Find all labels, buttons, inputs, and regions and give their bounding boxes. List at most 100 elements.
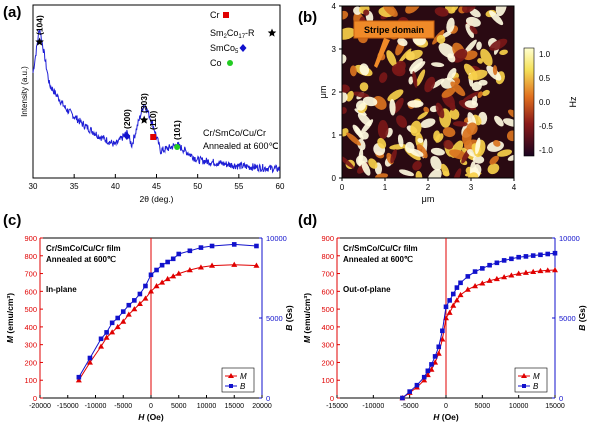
x-tick-label: 30 [29, 182, 38, 191]
annotation-line: Cr/SmCo/Cu/Cr [203, 128, 266, 138]
peak-marker [150, 134, 157, 140]
domain-blob [503, 118, 514, 127]
y-left-tick-label: 600 [24, 287, 37, 296]
colorbar-tick-label: 0.5 [539, 74, 551, 83]
domain-blob [497, 149, 513, 157]
panel-d: (d)-15000 -10000 -5000 0 5000 10000 1500001002… [298, 212, 587, 422]
x-tick-label: 0 [149, 403, 153, 410]
data-point-M [253, 262, 260, 268]
x-tick-label: -15000 [326, 403, 348, 410]
y-left-tick-label: 500 [24, 305, 37, 314]
domain-blob [377, 120, 389, 139]
data-point-M [86, 359, 93, 365]
y-left-tick-label: 0 [33, 394, 37, 403]
domain-blob [476, 41, 482, 51]
domain-blob [472, 155, 485, 164]
data-point-M [125, 311, 132, 317]
data-point-M [530, 268, 537, 274]
y-left-tick-label: 200 [321, 358, 334, 367]
x-tick-label: 1 [383, 183, 388, 192]
data-point-B [148, 272, 154, 278]
x-tick-label: 5000 [475, 403, 491, 410]
peak-marker [174, 144, 181, 150]
x-tick-label: 0 [444, 403, 448, 410]
domain-blob [435, 102, 445, 119]
domain-blob [386, 50, 397, 67]
domain-blob [436, 34, 446, 44]
domain-blob [453, 168, 462, 178]
data-point-M [453, 297, 460, 303]
data-point-B [198, 245, 204, 250]
domain-blob [441, 87, 456, 98]
legend-marker [521, 373, 527, 378]
panel-label: (d) [298, 212, 317, 229]
domain-blob [443, 139, 454, 150]
data-point-B [109, 320, 115, 326]
domain-blob [342, 10, 349, 20]
data-point-B [170, 256, 176, 262]
panel-a: 30 35 40 45 50 55 60 2θ (deg.) Intensity (a.u.) (… [3, 4, 285, 204]
x-tick-label: -10000 [85, 403, 107, 410]
y-left-axis-label: M (emu/cm³) [302, 293, 312, 343]
domain-blob [440, 163, 450, 177]
peak-marker [139, 115, 149, 124]
callout-text: Stripe domain [364, 25, 424, 35]
domain-blob [469, 25, 478, 35]
panel-label: (a) [3, 4, 21, 21]
legend-label: Cr [210, 10, 220, 20]
domain-blob [447, 53, 456, 63]
data-point-B [120, 309, 126, 314]
y-axis-label: Intensity (a.u.) [20, 66, 29, 117]
y-left-axis-label: M (emu/cm³) [5, 293, 15, 343]
data-point-M [120, 318, 127, 324]
data-point-B [143, 283, 148, 289]
domain-blob [355, 100, 366, 111]
y-right-axis-label: B (Gs) [577, 305, 587, 331]
x-tick-label: 10000 [197, 403, 217, 410]
x-tick-label: -5000 [401, 403, 419, 410]
y-right-tick-label: 10000 [266, 234, 287, 243]
data-point-B [487, 262, 492, 268]
domain-blob [377, 137, 387, 149]
domain-blob [352, 91, 370, 98]
domain-blob [342, 107, 347, 114]
domain-blob [346, 90, 354, 102]
domain-blob [359, 63, 370, 76]
domain-blob [447, 67, 457, 81]
domain-blob [434, 7, 449, 17]
domain-blob [387, 89, 404, 102]
data-point-B [187, 248, 193, 254]
colorbar [523, 47, 535, 157]
data-point-B [429, 362, 434, 367]
y-left-tick-label: 800 [24, 252, 37, 261]
domain-blob [449, 108, 460, 120]
legend-label: B [240, 382, 246, 391]
data-point-B [454, 285, 460, 290]
legend-marker [223, 12, 229, 18]
x-tick-label: -5000 [114, 403, 132, 410]
data-point-M [501, 274, 508, 280]
domain-blob [416, 69, 426, 87]
colorbar-label: Hz [568, 96, 578, 107]
data-point-M [175, 270, 182, 276]
x-tick-label: 55 [234, 182, 243, 191]
domain-blob [417, 138, 424, 143]
legend-label: M [533, 372, 540, 381]
data-point-B [176, 251, 182, 257]
domain-blob [475, 137, 481, 155]
colorbar-tick-label: 0.0 [539, 98, 551, 107]
callout-box [353, 20, 435, 39]
data-point-M [114, 323, 121, 330]
panel-label: (c) [3, 212, 21, 229]
data-point-M [439, 336, 446, 342]
data-point-B [165, 259, 170, 265]
domain-blob [489, 155, 499, 165]
xrd-pattern-line [32, 29, 281, 174]
domain-blob [409, 148, 424, 157]
y-axis-label: μm [318, 86, 328, 99]
x-tick-label: 50 [193, 182, 202, 191]
domain-blob [361, 160, 371, 176]
domain-blob [352, 124, 363, 138]
x-tick-label: 3 [469, 183, 474, 192]
